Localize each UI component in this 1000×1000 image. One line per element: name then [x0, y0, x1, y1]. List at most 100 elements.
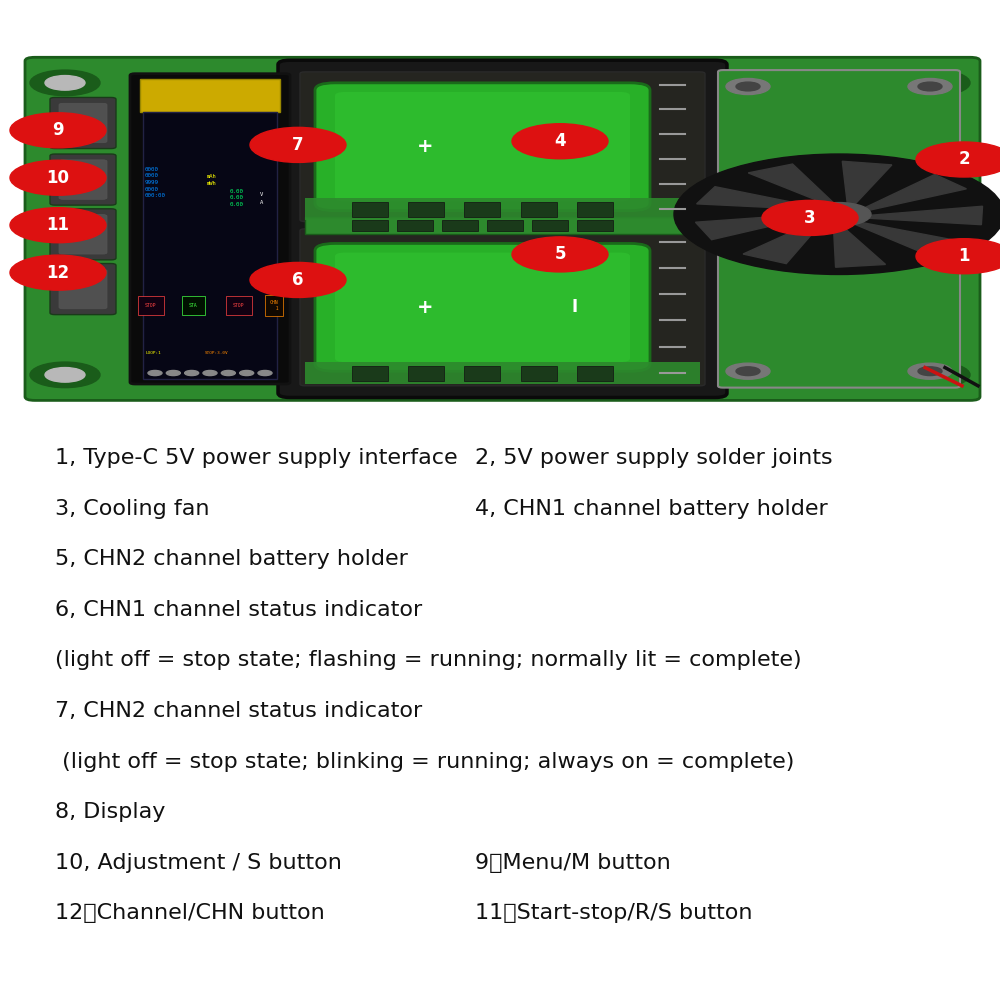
Text: +: +	[417, 298, 433, 317]
Circle shape	[674, 154, 1000, 274]
FancyBboxPatch shape	[577, 202, 613, 217]
Circle shape	[10, 160, 106, 195]
Polygon shape	[841, 219, 963, 256]
FancyBboxPatch shape	[315, 243, 650, 371]
Circle shape	[240, 370, 254, 376]
Circle shape	[807, 203, 871, 226]
Text: 11、Start-stop/R/S button: 11、Start-stop/R/S button	[475, 903, 753, 923]
FancyBboxPatch shape	[442, 220, 478, 231]
Polygon shape	[851, 174, 966, 214]
Circle shape	[10, 113, 106, 148]
Text: 4, CHN1 channel battery holder: 4, CHN1 channel battery holder	[475, 499, 828, 519]
FancyBboxPatch shape	[521, 366, 557, 381]
Circle shape	[916, 142, 1000, 177]
Polygon shape	[743, 216, 828, 264]
FancyBboxPatch shape	[140, 79, 280, 112]
Circle shape	[726, 363, 770, 379]
FancyBboxPatch shape	[25, 57, 980, 400]
Circle shape	[250, 262, 346, 297]
FancyBboxPatch shape	[464, 366, 500, 381]
Circle shape	[10, 255, 106, 290]
Text: 12: 12	[46, 264, 70, 282]
FancyBboxPatch shape	[305, 217, 700, 234]
Circle shape	[916, 239, 1000, 274]
Text: mAh
mWh: mAh mWh	[207, 174, 217, 186]
Text: V
A: V A	[260, 192, 263, 205]
Circle shape	[258, 370, 272, 376]
Text: 10: 10	[46, 169, 70, 187]
Text: 3: 3	[804, 209, 816, 227]
Circle shape	[45, 76, 85, 90]
Circle shape	[250, 127, 346, 162]
Text: 1: 1	[958, 247, 970, 265]
FancyBboxPatch shape	[315, 83, 650, 211]
FancyBboxPatch shape	[577, 366, 613, 381]
Polygon shape	[748, 164, 841, 210]
Text: STOP: STOP	[145, 303, 157, 308]
Text: 4: 4	[554, 132, 566, 150]
Circle shape	[736, 82, 760, 91]
Text: 12、Channel/CHN button: 12、Channel/CHN button	[55, 903, 325, 923]
FancyBboxPatch shape	[532, 220, 568, 231]
FancyBboxPatch shape	[464, 202, 500, 217]
FancyBboxPatch shape	[335, 92, 630, 201]
FancyBboxPatch shape	[521, 202, 557, 217]
Circle shape	[736, 367, 760, 376]
Text: 7: 7	[292, 136, 304, 154]
Text: 10, Adjustment / S button: 10, Adjustment / S button	[55, 853, 342, 873]
Circle shape	[166, 370, 180, 376]
Circle shape	[512, 237, 608, 272]
Polygon shape	[695, 213, 828, 240]
Text: 6, CHN1 channel status indicator: 6, CHN1 channel status indicator	[55, 600, 422, 620]
Circle shape	[824, 209, 854, 220]
Circle shape	[908, 78, 952, 95]
Polygon shape	[842, 161, 892, 211]
FancyBboxPatch shape	[300, 72, 705, 222]
Text: 2, 5V power supply solder joints: 2, 5V power supply solder joints	[475, 448, 833, 468]
Circle shape	[915, 76, 955, 90]
FancyBboxPatch shape	[305, 198, 700, 220]
Circle shape	[203, 370, 217, 376]
Circle shape	[900, 70, 970, 96]
Text: 5: 5	[554, 245, 566, 263]
Text: +: +	[417, 137, 433, 156]
Text: LOOP:1: LOOP:1	[145, 351, 161, 355]
FancyBboxPatch shape	[278, 60, 727, 397]
Text: STOP:3.0V: STOP:3.0V	[205, 351, 229, 355]
Text: I: I	[572, 298, 578, 316]
Text: 11: 11	[46, 216, 70, 234]
FancyBboxPatch shape	[143, 112, 277, 378]
FancyBboxPatch shape	[487, 220, 523, 231]
FancyBboxPatch shape	[397, 220, 433, 231]
FancyBboxPatch shape	[130, 74, 290, 384]
Text: 1, Type-C 5V power supply interface: 1, Type-C 5V power supply interface	[55, 448, 458, 468]
Circle shape	[918, 367, 942, 376]
Circle shape	[221, 370, 235, 376]
Text: CHN
  1: CHN 1	[270, 300, 279, 311]
FancyBboxPatch shape	[50, 264, 116, 315]
Circle shape	[900, 362, 970, 388]
FancyBboxPatch shape	[352, 220, 388, 231]
Polygon shape	[833, 218, 886, 267]
FancyBboxPatch shape	[59, 269, 107, 309]
Text: (light off = stop state; flashing = running; normally lit = complete): (light off = stop state; flashing = runn…	[55, 650, 802, 670]
Circle shape	[30, 362, 100, 388]
Text: 6: 6	[292, 271, 304, 289]
FancyBboxPatch shape	[408, 202, 444, 217]
Text: 9: 9	[52, 121, 64, 139]
Circle shape	[726, 78, 770, 95]
Circle shape	[908, 363, 952, 379]
Circle shape	[10, 208, 106, 243]
Circle shape	[30, 70, 100, 96]
Circle shape	[148, 370, 162, 376]
FancyBboxPatch shape	[50, 97, 116, 149]
Text: 7, CHN2 channel status indicator: 7, CHN2 channel status indicator	[55, 701, 422, 721]
FancyBboxPatch shape	[352, 202, 388, 217]
Circle shape	[185, 370, 199, 376]
Text: STOP: STOP	[233, 303, 244, 308]
Text: (light off = stop state; blinking = running; always on = complete): (light off = stop state; blinking = runn…	[55, 752, 794, 772]
Circle shape	[918, 82, 942, 91]
Polygon shape	[697, 187, 833, 210]
FancyBboxPatch shape	[408, 366, 444, 381]
Circle shape	[45, 368, 85, 382]
